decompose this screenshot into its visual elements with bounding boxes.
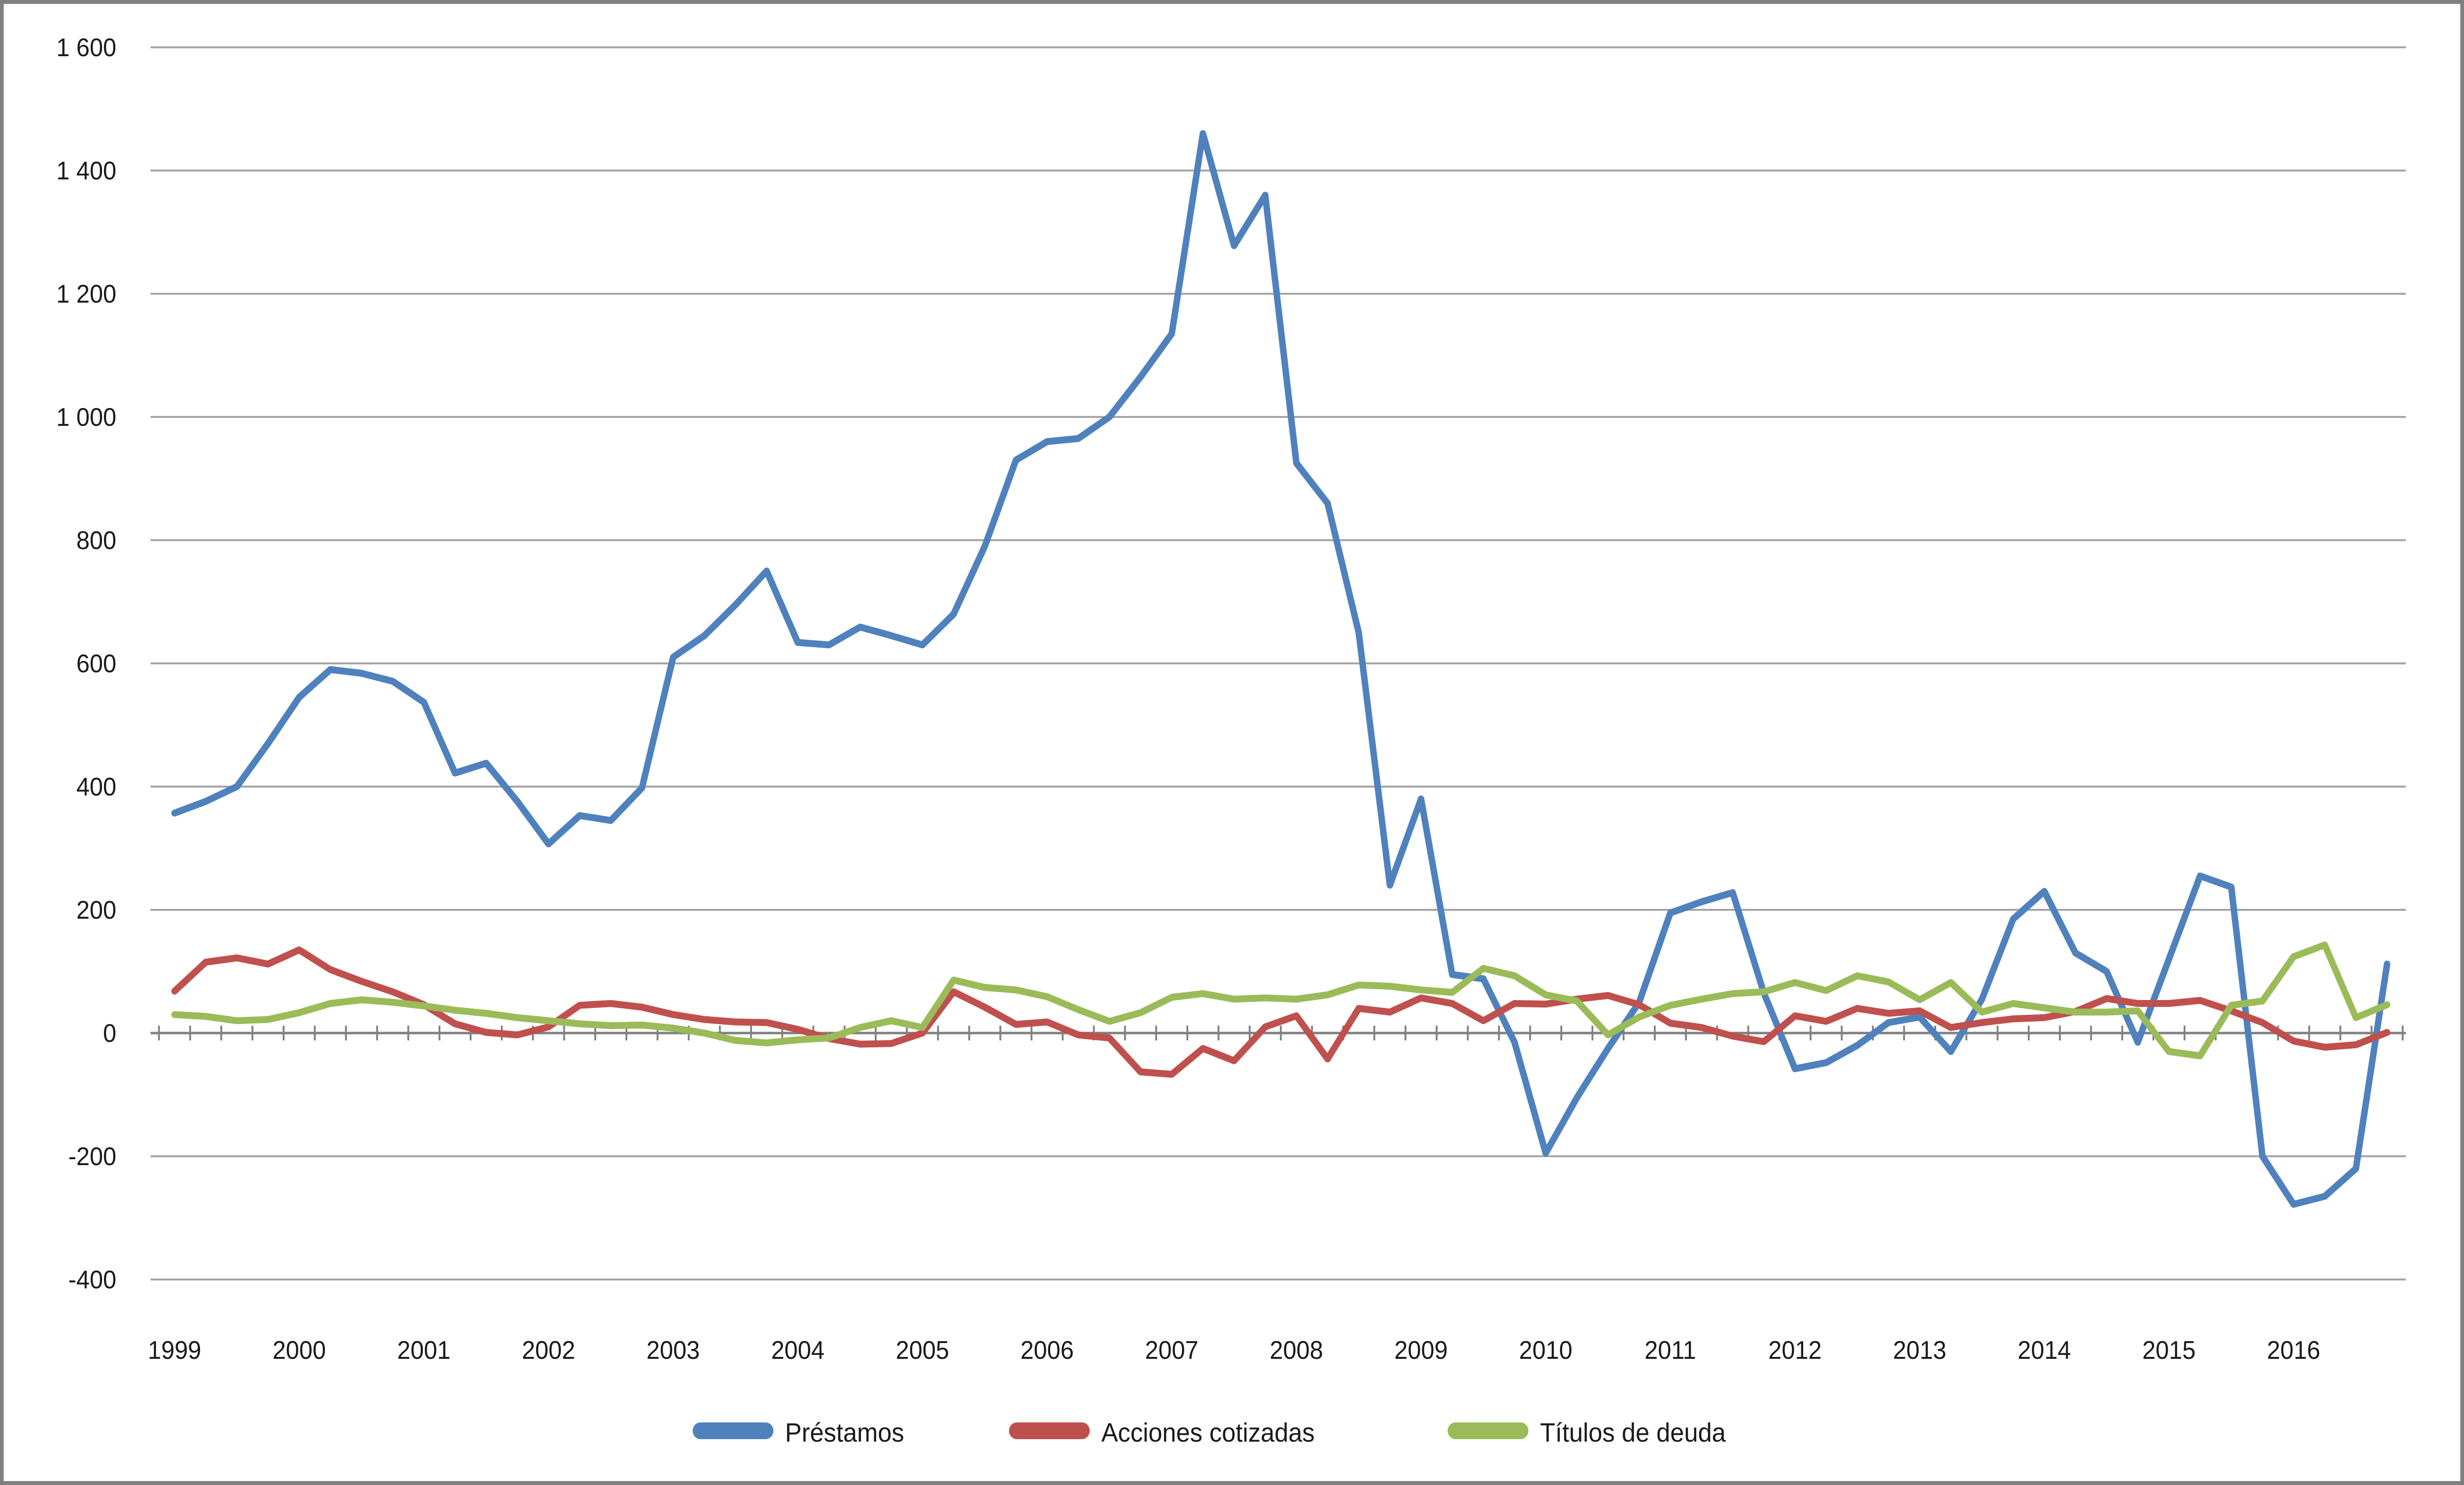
series-line-acciones-cotizadas [171, 946, 2391, 1078]
x-axis-label-2005: 2005 [896, 1336, 949, 1365]
x-axis-label-2010: 2010 [1519, 1336, 1572, 1365]
x-axis-label-2012: 2012 [1768, 1336, 1821, 1365]
x-axis-label-2001: 2001 [397, 1336, 450, 1365]
x-axis-label-2000: 2000 [273, 1336, 326, 1365]
series-line-prestamos [171, 130, 2391, 1208]
y-axis-label: -400 [68, 1265, 116, 1294]
series-line-titulos-de-deuda [171, 941, 2391, 1060]
x-axis-label-2011: 2011 [1644, 1336, 1696, 1365]
x-axis-label-2016: 2016 [2267, 1336, 2320, 1365]
y-axis-label: 400 [76, 772, 116, 801]
gridlines [150, 46, 2406, 1280]
y-axis-label: 600 [76, 649, 116, 678]
y-axis-label: 200 [76, 896, 116, 925]
x-axis-label-2014: 2014 [2018, 1336, 2071, 1365]
legend-marker-titulos-de-deuda [1447, 1422, 1529, 1439]
y-axis-label: 1 600 [56, 33, 116, 62]
x-axis-label-2008: 2008 [1269, 1336, 1323, 1365]
y-axis-label: 0 [103, 1019, 116, 1048]
legend-marker-prestamos [692, 1422, 774, 1439]
y-axis-label: 800 [76, 526, 116, 555]
y-axis-label: 1 200 [56, 279, 116, 309]
x-axis-label-1999: 1999 [148, 1336, 201, 1365]
legend-label-prestamos: Préstamos [785, 1418, 904, 1448]
x-axis-labels: 1999 2000 2001 2002 2003 2004 2005 2006 2007 2008… [148, 1336, 2320, 1365]
legend-label-acciones-cotizadas: Acciones cotizadas [1101, 1418, 1315, 1448]
x-axis-label-2003: 2003 [647, 1336, 700, 1365]
y-axis-label: 1 000 [56, 403, 116, 432]
x-axis-label-2007: 2007 [1145, 1336, 1198, 1365]
x-axis-label-2015: 2015 [2142, 1336, 2195, 1365]
y-axis-label: -200 [68, 1142, 116, 1171]
x-axis-label-2009: 2009 [1394, 1336, 1447, 1365]
x-axis-label-2004: 2004 [771, 1336, 824, 1365]
legend-marker-acciones-cotizadas [1009, 1422, 1090, 1439]
x-axis-label-2002: 2002 [522, 1336, 575, 1365]
x-axis-label-2006: 2006 [1021, 1336, 1074, 1365]
y-axis-labels: 1 600 1 400 1 200 1 000 800 600 400 200 0 -200 -40… [56, 33, 116, 1294]
y-axis-label: 1 400 [56, 156, 116, 185]
legend: Préstamos Acciones cotizadas Títulos de … [692, 1418, 1726, 1448]
x-axis-label-2013: 2013 [1893, 1336, 1946, 1365]
series-lines [171, 130, 2391, 1208]
legend-label-titulos-de-deuda: Títulos de deuda [1540, 1418, 1726, 1448]
